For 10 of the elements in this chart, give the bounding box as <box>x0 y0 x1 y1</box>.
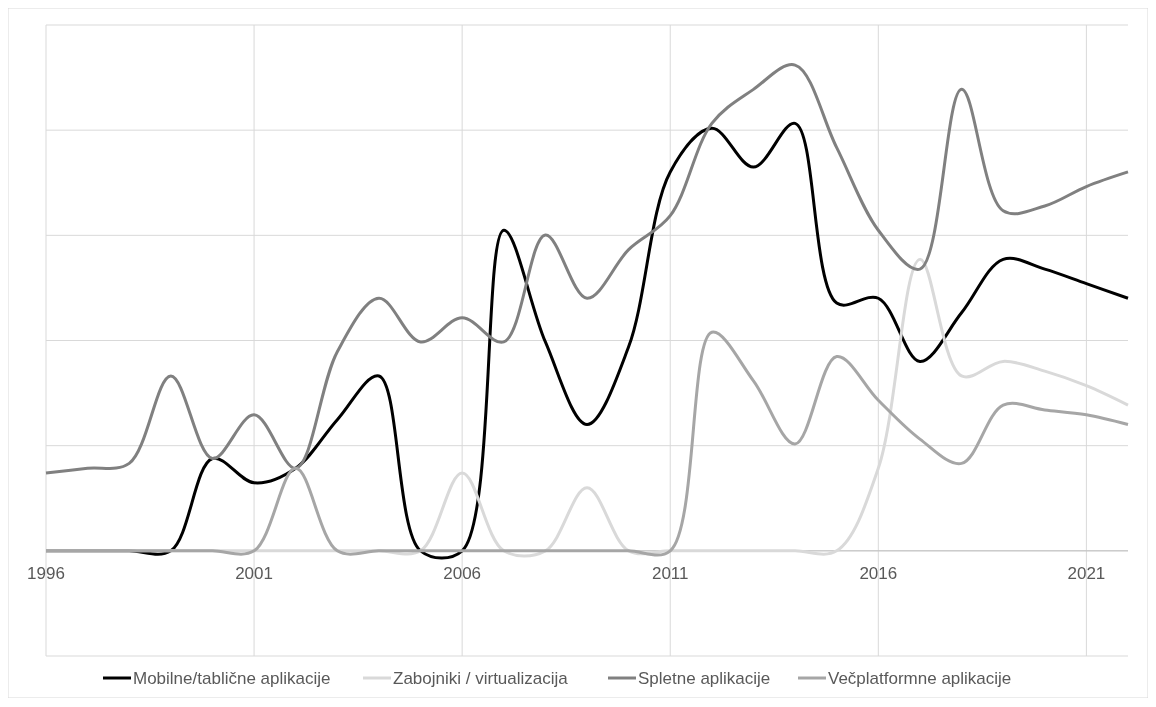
x-tick-label: 2006 <box>443 563 482 583</box>
x-tick-label: 2021 <box>1067 563 1106 583</box>
legend-label: Večplatformne aplikacije <box>828 669 1012 688</box>
legend-label: Zabojniki / virtualizacija <box>393 669 569 688</box>
x-tick-label: 2016 <box>859 563 898 583</box>
x-tick-label: 1996 <box>27 563 65 583</box>
legend-label: Spletne aplikacije <box>638 669 771 688</box>
x-tick-label: 2001 <box>235 563 273 583</box>
legend-label: Mobilne/tablične aplikacije <box>133 669 331 688</box>
x-tick-label: 2011 <box>651 563 689 583</box>
